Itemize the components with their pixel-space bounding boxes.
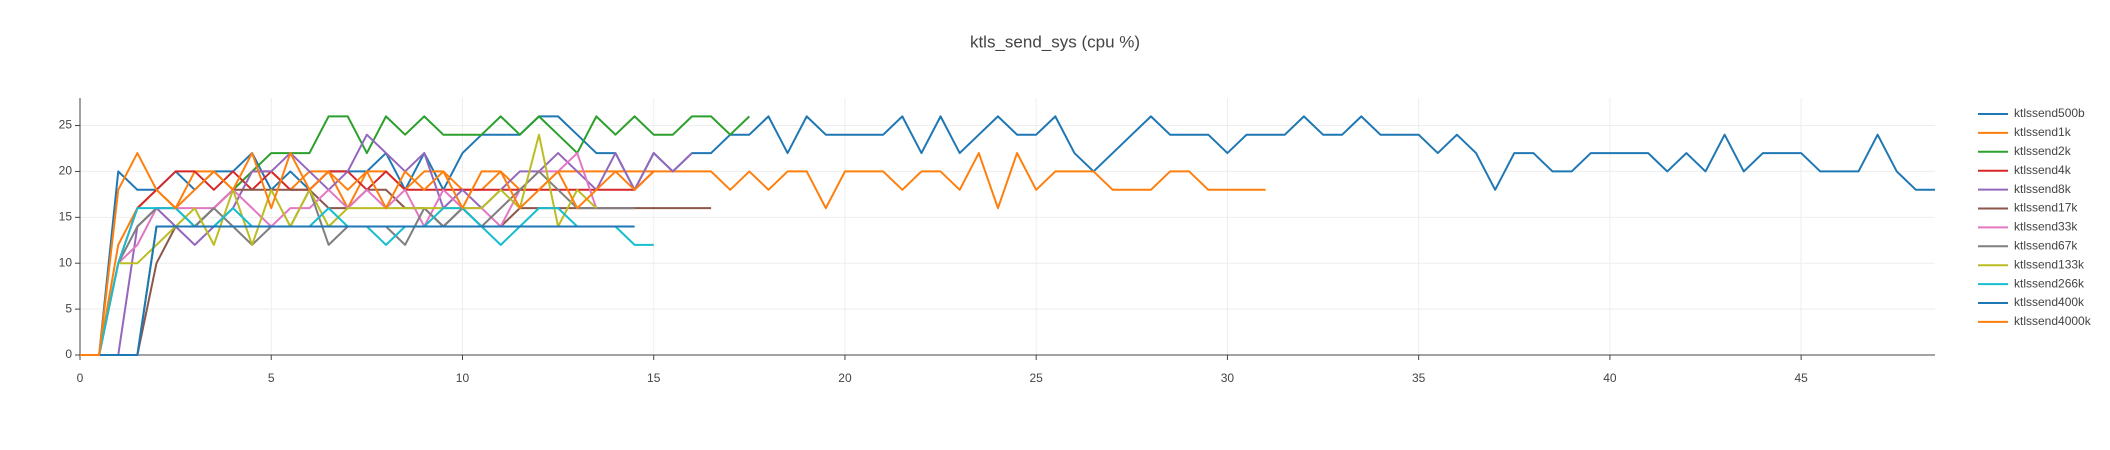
legend-label: ktlssend266k — [2014, 276, 2085, 290]
series-line — [80, 115, 751, 356]
series-line — [80, 188, 712, 356]
legend-label: ktlssend1k — [2014, 125, 2072, 139]
x-tick-label: 0 — [77, 371, 84, 385]
y-tick-label: 5 — [65, 301, 72, 315]
y-tick-label: 0 — [65, 347, 72, 361]
series-line — [80, 152, 655, 356]
series-line — [80, 133, 693, 356]
legend-label: ktlssend33k — [2014, 220, 2078, 234]
x-tick-label: 40 — [1603, 371, 1617, 385]
x-tick-label: 10 — [456, 371, 470, 385]
y-tick-label: 20 — [59, 164, 73, 178]
x-tick-label: 25 — [1030, 371, 1044, 385]
legend-label: ktlssend4k — [2014, 163, 2072, 177]
legend-label: ktlssend67k — [2014, 238, 2078, 252]
legend-label: ktlssend500b — [2014, 106, 2085, 120]
series-line — [80, 207, 654, 356]
x-tick-label: 20 — [838, 371, 852, 385]
legend-label: ktlssend17k — [2014, 201, 2078, 215]
legend-label: ktlssend8k — [2014, 182, 2072, 196]
y-tick-label: 15 — [59, 209, 73, 223]
x-tick-label: 5 — [268, 371, 275, 385]
legend-label: ktlssend400k — [2014, 295, 2085, 309]
series-line — [80, 225, 635, 356]
legend-label: ktlssend133k — [2014, 257, 2085, 271]
x-tick-label: 30 — [1221, 371, 1235, 385]
x-tick-label: 45 — [1794, 371, 1808, 385]
legend-label: ktlssend2k — [2014, 144, 2072, 158]
chart-title: ktls_send_sys (cpu %) — [970, 32, 1140, 51]
series-line — [80, 115, 1935, 356]
y-tick-label: 25 — [59, 118, 73, 132]
y-tick-label: 10 — [59, 255, 73, 269]
series-line — [80, 133, 598, 356]
x-tick-label: 15 — [647, 371, 661, 385]
legend-label: ktlssend4000k — [2014, 314, 2092, 328]
x-tick-label: 35 — [1412, 371, 1426, 385]
